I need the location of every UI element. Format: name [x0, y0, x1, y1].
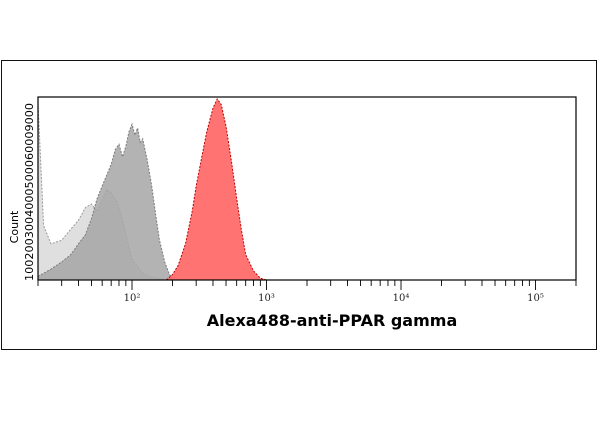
series-layer [37, 98, 267, 281]
x-tick-label: 10⁴ [393, 293, 410, 304]
chart-frame: 10² 10³ 10⁴ 10⁵ Count 100200300400050006000… [1, 60, 597, 350]
x-tick-label: 10³ [258, 293, 275, 304]
x-axis-ticks: 10² 10³ 10⁴ 10⁵ [37, 280, 577, 304]
x-axis-label: Alexa488-anti-PPAR gamma [207, 311, 457, 330]
y-axis-label: Count [8, 210, 21, 243]
histogram-chart: 10² 10³ 10⁴ 10⁵ Count 100200300400050006000… [8, 96, 577, 330]
y-tick-labels: 1002003004000500060009000 [23, 103, 36, 281]
histogram-series-2 [37, 122, 177, 281]
x-tick-label: 10² [124, 293, 141, 304]
x-tick-label: 10⁵ [527, 293, 544, 304]
histogram-series-3 [164, 98, 267, 281]
